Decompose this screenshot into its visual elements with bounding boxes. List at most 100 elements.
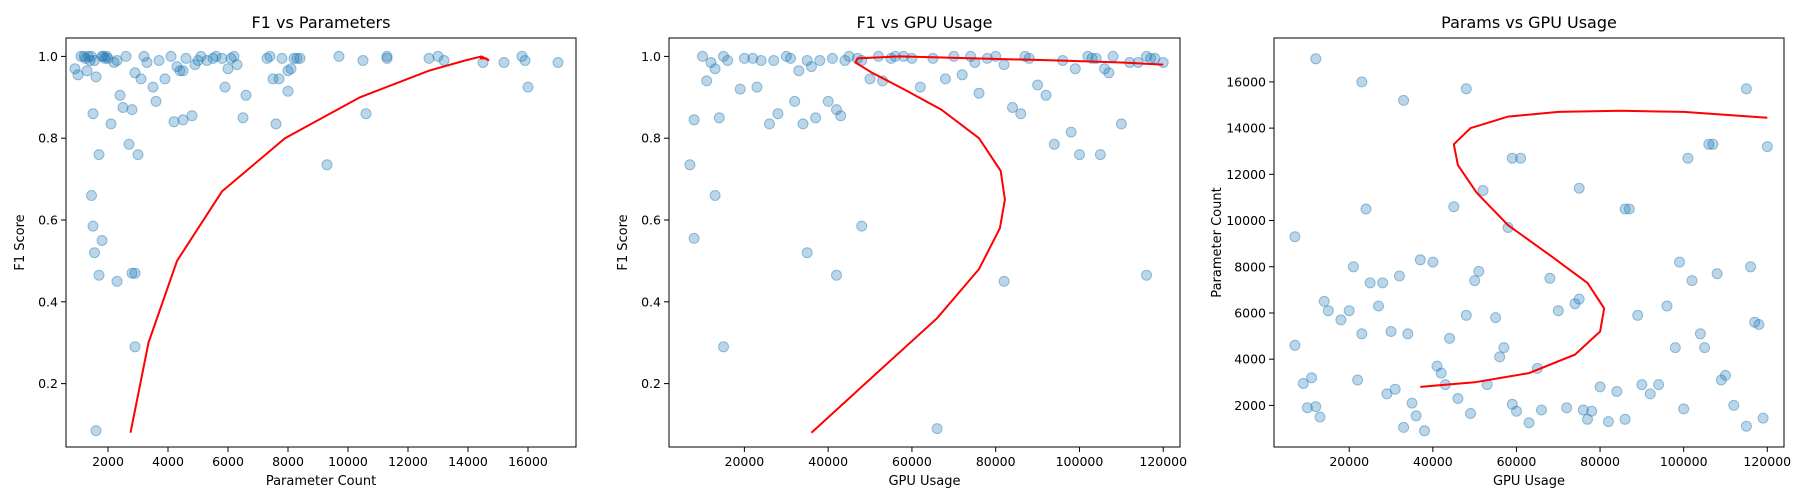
scatter-point <box>1711 268 1723 280</box>
scatter-point <box>1469 275 1481 287</box>
scatter-point <box>1406 397 1418 409</box>
scatter-point <box>709 63 721 75</box>
scatter-point <box>89 247 100 259</box>
scatter-point <box>1619 203 1631 215</box>
scatter-point <box>101 50 112 62</box>
scatter-point <box>810 112 822 124</box>
panel-f1-vs-gpu-usage: F1 vs GPU Usage 20000 40000 60000 80000 10000… <box>616 13 1187 489</box>
scatter-point <box>684 159 696 171</box>
scatter-point <box>1582 413 1593 425</box>
scatter-point <box>956 69 968 81</box>
scatter-point <box>1314 411 1326 423</box>
scatter-point <box>1356 328 1368 340</box>
scatter-point <box>432 50 444 62</box>
scatter-point <box>219 81 231 93</box>
scatter-point <box>1444 332 1456 344</box>
scatter-point <box>1465 408 1476 419</box>
scatter-point <box>231 59 243 71</box>
scatter-point <box>216 52 228 64</box>
scatter-point <box>718 341 729 353</box>
scatter-point <box>159 73 171 85</box>
scatter-point <box>1678 403 1690 415</box>
x-tick-label: 100000 <box>1056 454 1104 469</box>
scatter-point <box>1431 360 1443 372</box>
scatter-point <box>1561 402 1573 414</box>
scatter-point <box>1289 339 1301 351</box>
y-tick-label: 4000 <box>1234 352 1266 367</box>
x-tick-label: 4000 <box>152 454 184 469</box>
scatter-point <box>1141 269 1152 281</box>
scatter-point <box>1740 420 1752 432</box>
scatter-point <box>764 118 775 130</box>
scatter-point <box>90 71 102 83</box>
y-tick-label: 0.4 <box>641 294 661 309</box>
scatter-point <box>1586 405 1598 417</box>
scatter-point <box>1573 182 1585 194</box>
scatter-point <box>1310 53 1322 65</box>
scatter-point <box>138 50 150 62</box>
x-tick-label: 100000 <box>1660 454 1708 469</box>
scatter-point <box>1310 401 1322 413</box>
scatter-point <box>177 114 189 126</box>
scatter-point <box>1460 309 1472 321</box>
scatter-point <box>93 269 105 281</box>
x-tick-label: 20000 <box>725 454 765 469</box>
scatter-point <box>195 50 207 62</box>
scatter-point <box>153 55 165 66</box>
scatter-point <box>856 220 868 232</box>
scatter-point <box>768 55 780 66</box>
scatter-point <box>120 50 132 62</box>
scatter-point <box>1669 342 1681 354</box>
y-tick-label: 12000 <box>1226 167 1266 182</box>
x-tick-label: 2000 <box>92 454 124 469</box>
y-axis-label: F1 Score <box>616 214 631 270</box>
scatter-point <box>98 50 109 62</box>
scatter-point <box>117 102 129 113</box>
scatter-point <box>1511 405 1522 417</box>
scatter-point <box>1720 369 1731 381</box>
scatter-point <box>90 425 102 437</box>
scatter-point <box>270 118 282 130</box>
x-tick-label: 80000 <box>976 454 1016 469</box>
scatter-point <box>1728 399 1740 411</box>
scatter-point <box>1157 57 1169 68</box>
scatter-point <box>826 52 838 64</box>
scatter-point <box>1477 185 1489 196</box>
scatter-point <box>207 52 219 64</box>
scatter-point <box>201 55 213 66</box>
scatter-point <box>381 52 393 64</box>
scatter-point <box>1306 372 1318 384</box>
scatter-point <box>1653 379 1665 391</box>
panel-params-vs-gpu-usage: Params vs GPU Usage 20000 40000 60000 80000 1… <box>1210 13 1791 489</box>
scatter-point <box>126 267 138 279</box>
scatter-point <box>282 65 294 77</box>
scatter-point <box>1707 138 1719 150</box>
scatter-point <box>189 59 201 71</box>
y-tick-label: 2000 <box>1234 398 1266 413</box>
scatter-point <box>1644 388 1656 400</box>
chart-title: F1 vs Parameters <box>252 13 391 32</box>
scatter-point <box>84 55 96 66</box>
scatter-point <box>237 112 249 124</box>
x-tick-label: 40000 <box>808 454 848 469</box>
scatter-point <box>438 55 450 66</box>
scatter-point <box>1506 398 1518 410</box>
scatter-point <box>1745 261 1757 273</box>
scatter-point <box>973 87 985 99</box>
y-tick-label: 8000 <box>1234 259 1266 274</box>
scatter-point <box>1623 203 1635 215</box>
scatter-point <box>805 61 817 73</box>
scatter-point <box>713 112 725 124</box>
scatter-point <box>522 81 534 93</box>
trend-curve <box>1420 109 1768 388</box>
scatter-point <box>132 149 144 161</box>
scatter-point <box>225 52 237 64</box>
scatter-point <box>1343 305 1355 317</box>
scatter-point <box>1107 50 1119 62</box>
scatter-point <box>998 275 1010 287</box>
scatter-point <box>147 81 159 93</box>
plot-frame <box>668 37 1181 448</box>
scatter-point <box>1115 118 1127 130</box>
scatter-point <box>96 235 108 246</box>
